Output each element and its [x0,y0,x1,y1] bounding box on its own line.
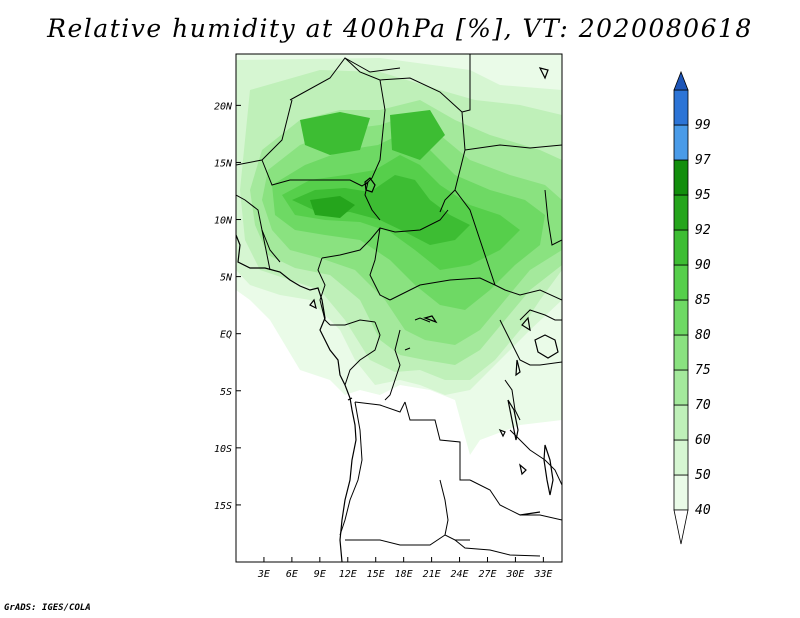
map-frame [235,53,563,563]
colorbar-segment [673,404,689,441]
lake-nile [538,67,549,80]
colorbar-label: 99 [695,118,711,133]
rh-90-patch-2 [390,110,445,160]
lake-malawi [543,444,554,496]
colorbar-label: 97 [695,153,711,168]
humidity-shading [236,54,562,455]
lakes [364,67,559,516]
rh-90-patch [300,112,370,155]
lake-small-1 [423,315,438,324]
y-tick-label: 10S [214,444,232,455]
x-tick-label: 15E [367,569,385,580]
lake-albert [521,316,531,332]
lake-chad [364,177,376,193]
x-tick-label: 21E [423,569,441,580]
colorbar-segment [673,369,689,406]
x-axis: 3E 6E 9E 12E 15E 18E 21E 24E 27E 30E 33E [257,557,552,580]
lake-rukwa [519,463,527,476]
colorbar-segment [673,439,689,476]
colorbar-segment [673,194,689,231]
colorbar-segment [673,124,689,161]
y-tick-label: 15S [214,501,232,512]
country-borders [236,54,562,557]
lake-small-2 [404,347,411,351]
colorbar-bottom-arrow [673,509,689,545]
lake-victoria [534,334,559,359]
map-title: Relative humidity at 400hPa [%], VT: 202… [47,14,753,43]
colorbar-segment [673,264,689,301]
colorbar-segment [673,474,689,511]
colorbar-label: 92 [695,223,711,238]
x-tick-label: 9E [314,569,326,580]
colorbar-segment [673,229,689,266]
y-axis: 20N 15N 10N 5N EQ 5S 10S 15S [214,101,241,512]
y-tick-label: EQ [220,330,232,341]
x-tick-label: 6E [286,569,298,580]
x-tick-label: 27E [478,569,496,580]
colorbar-segment [673,334,689,371]
x-tick-label: 18E [395,569,413,580]
x-tick-label: 24E [451,569,469,580]
y-tick-label: 15N [214,158,233,169]
x-tick-label: 12E [339,569,357,580]
lake-kariba [519,511,541,516]
colorbar-label: 85 [695,293,711,308]
x-tick-label: 33E [533,569,552,580]
x-tick-label: 30E [505,569,524,580]
y-tick-label: 10N [214,216,233,227]
colorbar-top-arrow [673,70,689,91]
y-tick-label: 20N [214,101,233,112]
colorbar-label: 70 [695,398,711,413]
colorbar-label: 50 [695,468,711,483]
lake-mweru [498,428,506,438]
y-tick-label: 5S [220,387,232,398]
colorbar-label: 75 [695,363,711,378]
y-tick-label: 5N [220,273,233,284]
credit-label: GrADS: IGES/COLA [4,603,91,613]
colorbar-segment [673,299,689,336]
colorbar-label: 40 [695,503,711,518]
colorbar: 40 50 60 70 75 80 85 90 92 95 97 99 [673,70,711,545]
colorbar-label: 95 [695,188,711,203]
colorbar-segment [673,159,689,196]
rh-92-patch [310,196,355,218]
colorbar-segment [673,89,689,126]
x-tick-label: 3E [257,569,270,580]
lake-kivu [515,359,521,377]
coastline [236,234,357,562]
colorbar-label: 60 [695,433,711,448]
colorbar-label: 90 [695,258,711,273]
colorbar-label: 80 [695,328,711,343]
lake-tanganyika [507,399,519,441]
